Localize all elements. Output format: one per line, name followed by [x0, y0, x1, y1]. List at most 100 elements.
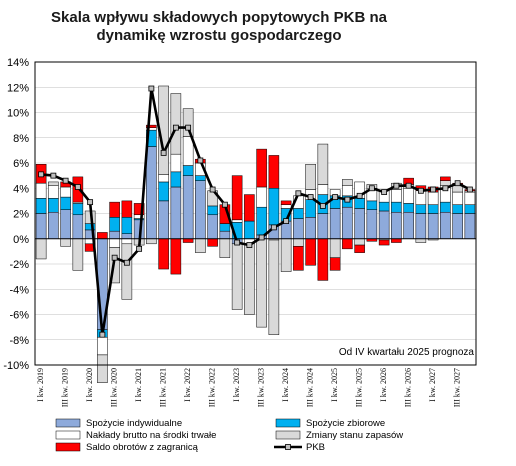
- x-tick-label: III kw. 2022: [208, 368, 217, 407]
- pkb-point: [123, 259, 130, 266]
- bar-segment: [207, 238, 218, 247]
- forecast-annotation: Od IV kwartału 2025 prognoza: [339, 347, 475, 358]
- bar-segment: [391, 238, 402, 243]
- bar-segment: [329, 208, 341, 239]
- bar-segment: [366, 209, 378, 239]
- pkb-point: [368, 185, 375, 192]
- bar-segment: [35, 198, 47, 214]
- legend: Spożycie indywidualne Spożycie zbiorowe Na…: [55, 418, 403, 453]
- y-tick-label: 14%: [7, 57, 29, 69]
- bar-segment: [121, 233, 133, 239]
- bar-segment: [403, 211, 414, 240]
- bar-segment: [231, 243, 243, 310]
- bar-segment: [170, 93, 182, 155]
- pkb-line: [38, 85, 473, 338]
- x-tick-label: III kw. 2019: [61, 368, 70, 407]
- bar-segment: [317, 213, 329, 239]
- bar-segment: [427, 204, 439, 214]
- bar-segment: [121, 238, 133, 245]
- pkb-point: [283, 218, 290, 224]
- x-tick-label: III kw. 2021: [159, 368, 168, 407]
- bar-segment: [182, 238, 194, 243]
- bar-segment: [391, 189, 402, 203]
- bar-segment: [231, 175, 243, 221]
- bar-segment: [427, 213, 439, 239]
- bar-segment: [464, 213, 476, 239]
- pkb-point: [295, 190, 302, 197]
- bar-segment: [146, 238, 157, 245]
- x-tick-label: I kw. 2020: [85, 368, 94, 402]
- x-tick-label: I kw. 2019: [36, 368, 45, 402]
- pkb-point: [381, 189, 388, 195]
- bar-segment: [170, 238, 182, 275]
- bar-segment: [219, 230, 231, 240]
- x-tick-label: III kw. 2024: [306, 368, 315, 407]
- pkb-point: [332, 194, 339, 200]
- stacked-bars: [35, 85, 476, 383]
- bar-segment: [293, 238, 304, 247]
- pkb-point: [87, 199, 94, 206]
- bar-segment: [195, 175, 206, 181]
- bar-segment: [354, 198, 365, 209]
- pkb-point: [246, 242, 253, 248]
- y-tick-label: 2%: [13, 209, 29, 221]
- pkb-point: [356, 192, 363, 199]
- bar-segment: [60, 186, 71, 198]
- bar-segment: [342, 179, 353, 186]
- bar-segment: [35, 213, 47, 239]
- x-tick-label: III kw. 2025: [355, 368, 364, 407]
- bar-segment: [60, 209, 71, 239]
- bar-segment: [207, 205, 218, 216]
- legend-swatch: [275, 430, 301, 440]
- pkb-point: [74, 184, 81, 190]
- bar-segment: [452, 213, 463, 239]
- x-tick-label: I kw. 2027: [428, 368, 437, 402]
- bar-segment: [293, 218, 304, 240]
- pkb-point: [160, 149, 167, 156]
- bar-segment: [354, 244, 365, 253]
- legend-label: Spożycie indywidualne: [86, 418, 182, 429]
- bar-segment: [219, 238, 231, 258]
- bar-segment: [97, 232, 108, 239]
- bar-segment: [244, 220, 255, 239]
- bar-segment: [440, 180, 451, 186]
- bar-segment: [146, 146, 157, 239]
- bar-segment: [182, 175, 194, 239]
- y-tick-label: 4%: [13, 183, 29, 195]
- bar-segment: [256, 238, 267, 328]
- bar-segment: [354, 208, 365, 239]
- bar-segment: [452, 204, 463, 214]
- x-tick-label: III kw. 2026: [404, 368, 413, 407]
- chart-title-line-2: dynamikę wzrostu gospodarczego: [96, 27, 341, 44]
- bar-segment: [305, 164, 316, 190]
- x-tick-label: I kw. 2026: [379, 368, 388, 402]
- bar-segment: [121, 200, 133, 218]
- x-tick-label: III kw. 2020: [110, 368, 119, 407]
- y-tick-label: 6%: [13, 158, 29, 170]
- bar-segment: [317, 184, 329, 195]
- bar-segment: [48, 181, 59, 186]
- bar-segment: [195, 180, 206, 240]
- pkb-point: [136, 245, 143, 252]
- bar-segment: [72, 238, 84, 271]
- legend-label: Nakłady brutto na środki trwałe: [86, 430, 216, 441]
- bar-segment: [378, 239, 390, 246]
- pkb-point: [172, 124, 179, 131]
- legend-swatch: [55, 430, 81, 440]
- bar-segment: [244, 243, 255, 315]
- bar-segment: [464, 191, 476, 205]
- bar-segment: [391, 201, 402, 213]
- pkb-point: [197, 157, 204, 164]
- y-tick-label: -10%: [3, 360, 29, 372]
- bar-segment: [72, 203, 84, 216]
- bar-segment: [391, 211, 402, 240]
- bar-segment: [170, 171, 182, 188]
- y-tick-label: 0%: [13, 234, 29, 246]
- pkb-point: [417, 187, 424, 194]
- pkb-point: [221, 201, 228, 208]
- x-axis-ticks: I kw. 2019 III kw. 2019 I kw. 2020 III kw. …: [36, 368, 462, 407]
- pkb-point: [234, 239, 241, 246]
- pkb-point: [62, 177, 69, 184]
- legend-marker: [285, 444, 291, 450]
